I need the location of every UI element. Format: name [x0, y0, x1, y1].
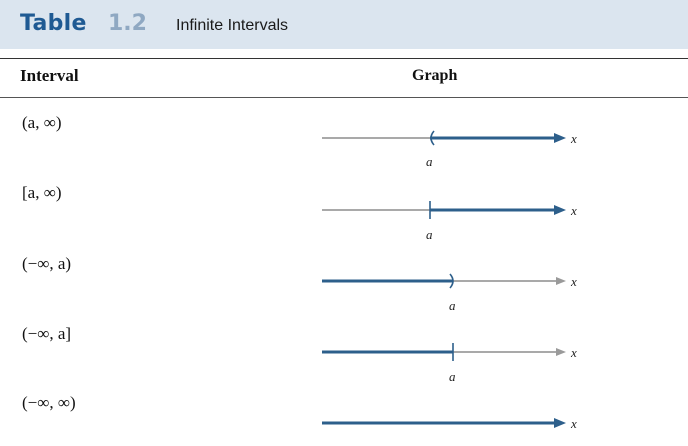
a-label: a — [449, 298, 456, 313]
arrow-right-icon — [556, 348, 566, 356]
a-label: a — [426, 227, 433, 242]
table-title-bar: Table 1.2 Infinite Intervals — [0, 0, 688, 49]
arrow-right-icon — [554, 133, 566, 143]
column-header-graph: Graph — [412, 67, 458, 84]
interval-open-a-inf: (a, ∞) — [22, 113, 62, 132]
graph-row-1: x a — [322, 130, 577, 169]
x-axis-label: x — [570, 416, 577, 431]
x-axis-label: x — [570, 274, 577, 289]
interval-neg-inf-open-a: (−∞, a) — [22, 254, 72, 273]
x-axis-label: x — [570, 345, 577, 360]
header-top-rule — [0, 58, 688, 59]
arrow-right-icon — [556, 277, 566, 285]
column-header-interval: Interval — [20, 66, 79, 85]
a-label: a — [449, 369, 456, 384]
arrow-right-icon — [554, 205, 566, 215]
graph-row-5: x — [322, 416, 577, 431]
open-paren-marker — [449, 273, 454, 289]
interval-neg-inf-closed-a: (−∞, a] — [22, 324, 72, 343]
header-bottom-rule — [0, 97, 688, 98]
table-label: Table — [20, 11, 87, 36]
table-number: 1.2 — [108, 11, 147, 36]
interval-closed-a-inf: [a, ∞) — [22, 183, 62, 202]
x-axis-label: x — [570, 131, 577, 146]
graph-row-3: x a — [322, 273, 577, 313]
x-axis-label: x — [570, 203, 577, 218]
arrow-right-icon — [554, 418, 566, 428]
a-label: a — [426, 154, 433, 169]
graph-row-2: x a — [322, 201, 577, 242]
open-paren-marker — [430, 130, 435, 146]
table-title: Infinite Intervals — [176, 17, 289, 34]
graph-row-4: x a — [322, 343, 577, 384]
interval-neg-inf-inf: (−∞, ∞) — [22, 393, 76, 412]
